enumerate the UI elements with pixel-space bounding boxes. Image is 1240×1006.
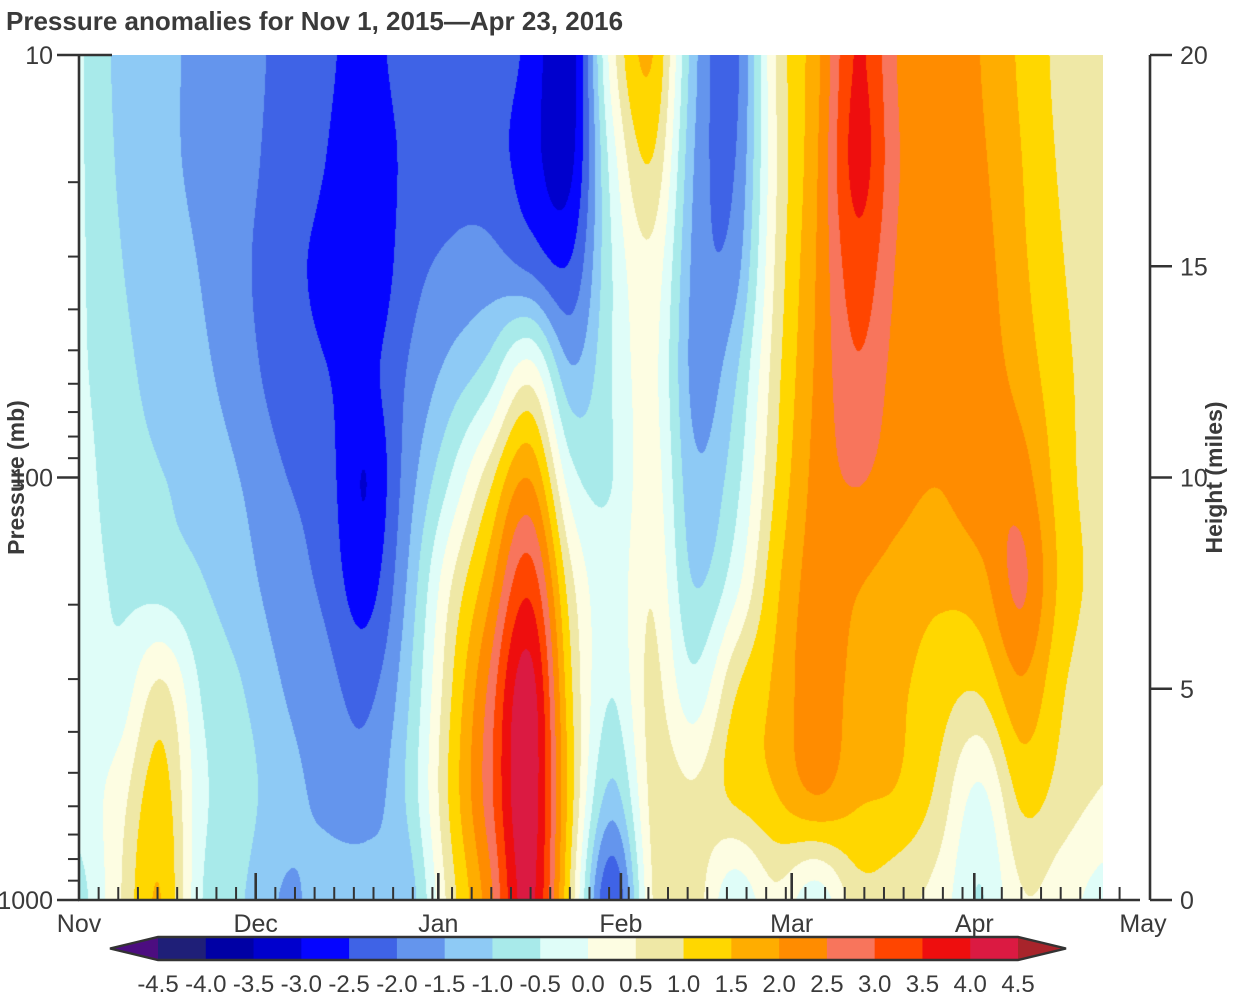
x-tick-label-feb: Feb <box>599 910 642 938</box>
colorbar-band-0 <box>158 937 207 960</box>
colorbar-label-1.0: 1.0 <box>667 971 700 998</box>
x-tick-label-mar: Mar <box>770 910 813 938</box>
colorbar-label-2.5: 2.5 <box>810 971 843 998</box>
colorbar-label--2.5: -2.5 <box>328 971 369 998</box>
contour-plot <box>79 55 1103 900</box>
colorbar-band-13 <box>779 937 828 960</box>
colorbar-band-14 <box>826 937 876 960</box>
colorbar-label--0.5: -0.5 <box>520 971 561 998</box>
colorbar-band-7 <box>492 937 541 960</box>
colorbar-band-4 <box>349 937 398 960</box>
colorbar-label-1.5: 1.5 <box>715 971 748 998</box>
colorbar-band-16 <box>922 937 971 960</box>
colorbar-over-arrow <box>1018 937 1066 960</box>
colorbar-band-2 <box>253 937 302 960</box>
colorbar-band-9 <box>588 937 637 960</box>
colorbar-label-4.5: 4.5 <box>1001 971 1034 998</box>
colorbar-label--3.5: -3.5 <box>233 971 274 998</box>
colorbar-band-6 <box>444 937 494 960</box>
colorbar-band-1 <box>205 937 255 960</box>
x-tick-label-apr: Apr <box>955 910 994 938</box>
colorbar-label-0.0: 0.0 <box>571 971 604 998</box>
colorbar-label-3.5: 3.5 <box>906 971 939 998</box>
height-tick-label-0: 0 <box>1180 887 1194 915</box>
height-tick-label-15: 15 <box>1180 253 1208 281</box>
height-tick-label-10: 10 <box>1180 465 1208 493</box>
colorbar-band-10 <box>635 937 685 960</box>
colorbar-label--4.0: -4.0 <box>185 971 226 998</box>
x-tick-label-jan: Jan <box>418 910 458 938</box>
colorbar-band-15 <box>874 937 924 960</box>
x-tick-label-nov: Nov <box>57 910 102 938</box>
colorbar-label--3.0: -3.0 <box>281 971 322 998</box>
x-tick-label-dec: Dec <box>233 910 277 938</box>
height-tick-label-5: 5 <box>1180 676 1194 704</box>
colorbar-label--1.5: -1.5 <box>424 971 465 998</box>
colorbar-label-0.5: 0.5 <box>619 971 652 998</box>
colorbar-under-arrow <box>110 937 158 960</box>
colorbar-band-8 <box>540 937 589 960</box>
chart-title: Pressure anomalies for Nov 1, 2015—Apr 2… <box>6 6 624 36</box>
x-tick-label-may: May <box>1119 910 1167 938</box>
colorbar-band-5 <box>396 937 446 960</box>
colorbar-band-17 <box>970 937 1019 960</box>
colorbar-label-2.0: 2.0 <box>762 971 795 998</box>
pressure-tick-label-100: 100 <box>11 465 53 493</box>
height-axis-label: Height (miles) <box>1201 401 1227 553</box>
pressure-axis-label: Pressure (mb) <box>3 400 29 555</box>
colorbar-label--4.5: -4.5 <box>137 971 178 998</box>
pressure-tick-label-1000: 1000 <box>0 887 53 915</box>
colorbar-label-3.0: 3.0 <box>858 971 891 998</box>
colorbar-label--2.0: -2.0 <box>376 971 417 998</box>
colorbar-band-11 <box>683 937 732 960</box>
pressure-tick-label-10: 10 <box>25 42 53 70</box>
height-tick-label-20: 20 <box>1180 42 1208 70</box>
colorbar-outline <box>109 935 1067 962</box>
colorbar-label--1.0: -1.0 <box>472 971 513 998</box>
colorbar-band-12 <box>731 937 780 960</box>
colorbar-label-4.0: 4.0 <box>954 971 987 998</box>
colorbar-band-3 <box>301 937 350 960</box>
